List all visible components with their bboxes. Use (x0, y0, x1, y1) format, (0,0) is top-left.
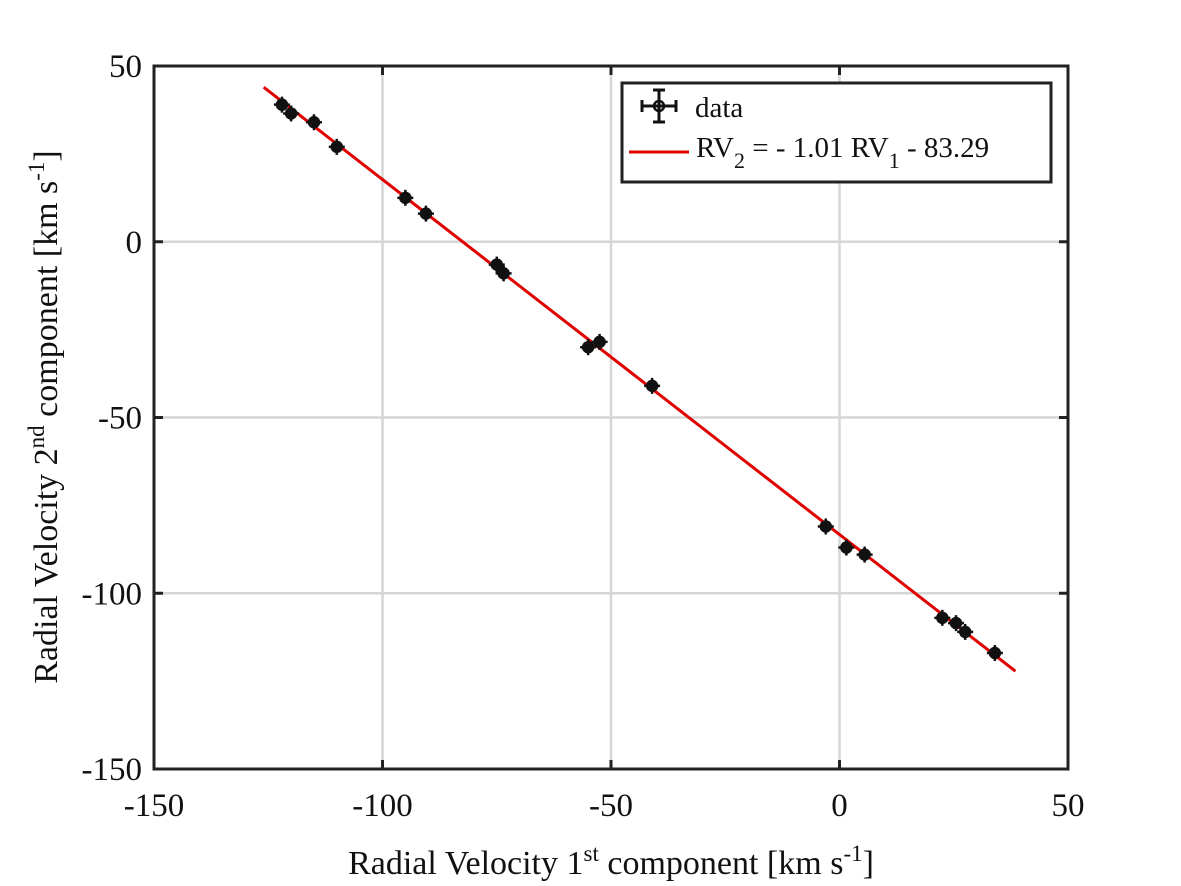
data-point (644, 377, 661, 394)
data-point-marker (819, 520, 833, 533)
data-point-marker (958, 625, 972, 639)
fit-line-layer (262, 86, 1017, 673)
legend-fit-label: RV2 = - 1.01 RV1 - 83.29 (696, 132, 989, 173)
y-tick-label: -150 (82, 752, 143, 788)
x-axis-label: Radial Velocity 1st component [km s-1] (348, 841, 874, 882)
data-point (986, 645, 1003, 662)
data-point (328, 138, 345, 155)
data-point-marker (581, 340, 595, 354)
data-point (957, 623, 974, 640)
y-tick-label: 0 (126, 225, 143, 261)
data-point-marker (490, 258, 503, 271)
data-point-marker (988, 646, 1002, 660)
legend: data RV2 = - 1.01 RV1 - 83.29 (620, 81, 1053, 184)
x-tick-label: -150 (124, 788, 185, 824)
data-point-marker (284, 107, 298, 120)
data-point-marker (399, 191, 412, 205)
data-point (397, 189, 414, 206)
legend-box (620, 81, 1053, 184)
axis-ticks (152, 64, 1070, 771)
y-tick-label: -50 (98, 401, 142, 437)
data-point (417, 205, 434, 222)
data-point (273, 96, 290, 113)
data-point-marker (645, 379, 659, 393)
data-points (273, 96, 1003, 662)
y-tick-label: -100 (82, 576, 143, 612)
data-point-marker (497, 267, 510, 280)
x-tick-label: 0 (831, 788, 848, 824)
data-point (817, 518, 834, 535)
x-tick-label: -50 (589, 788, 633, 824)
data-point (838, 539, 855, 556)
data-point (495, 265, 512, 282)
data-point (580, 339, 597, 356)
data-point-marker (275, 98, 289, 111)
data-point (305, 114, 322, 131)
data-point (283, 105, 300, 122)
data-point (591, 333, 608, 350)
data-point-marker (936, 611, 949, 625)
x-tick-label: -100 (352, 788, 413, 824)
y-tick-label: 50 (109, 49, 142, 85)
data-point-marker (949, 616, 963, 630)
data-point (948, 615, 965, 632)
fit-line (262, 86, 1017, 673)
data-point (934, 609, 951, 626)
legend-data-marker (640, 88, 678, 124)
data-point-marker (307, 115, 321, 129)
legend-data-label: data (695, 92, 743, 124)
tick-labels: -150 -100 -50 0 50 -150 -100 -50 0 50 (82, 49, 1085, 824)
y-axis-label: Radial Velocity 2nd component [km s-1] (24, 150, 65, 684)
data-point-marker (840, 541, 853, 554)
data-point (856, 546, 873, 563)
data-point-marker (419, 207, 433, 220)
data-point-marker (858, 548, 871, 561)
data-point-marker (593, 335, 606, 349)
data-point-marker (330, 140, 344, 154)
x-tick-label: 50 (1052, 788, 1085, 824)
data-point (488, 256, 505, 273)
